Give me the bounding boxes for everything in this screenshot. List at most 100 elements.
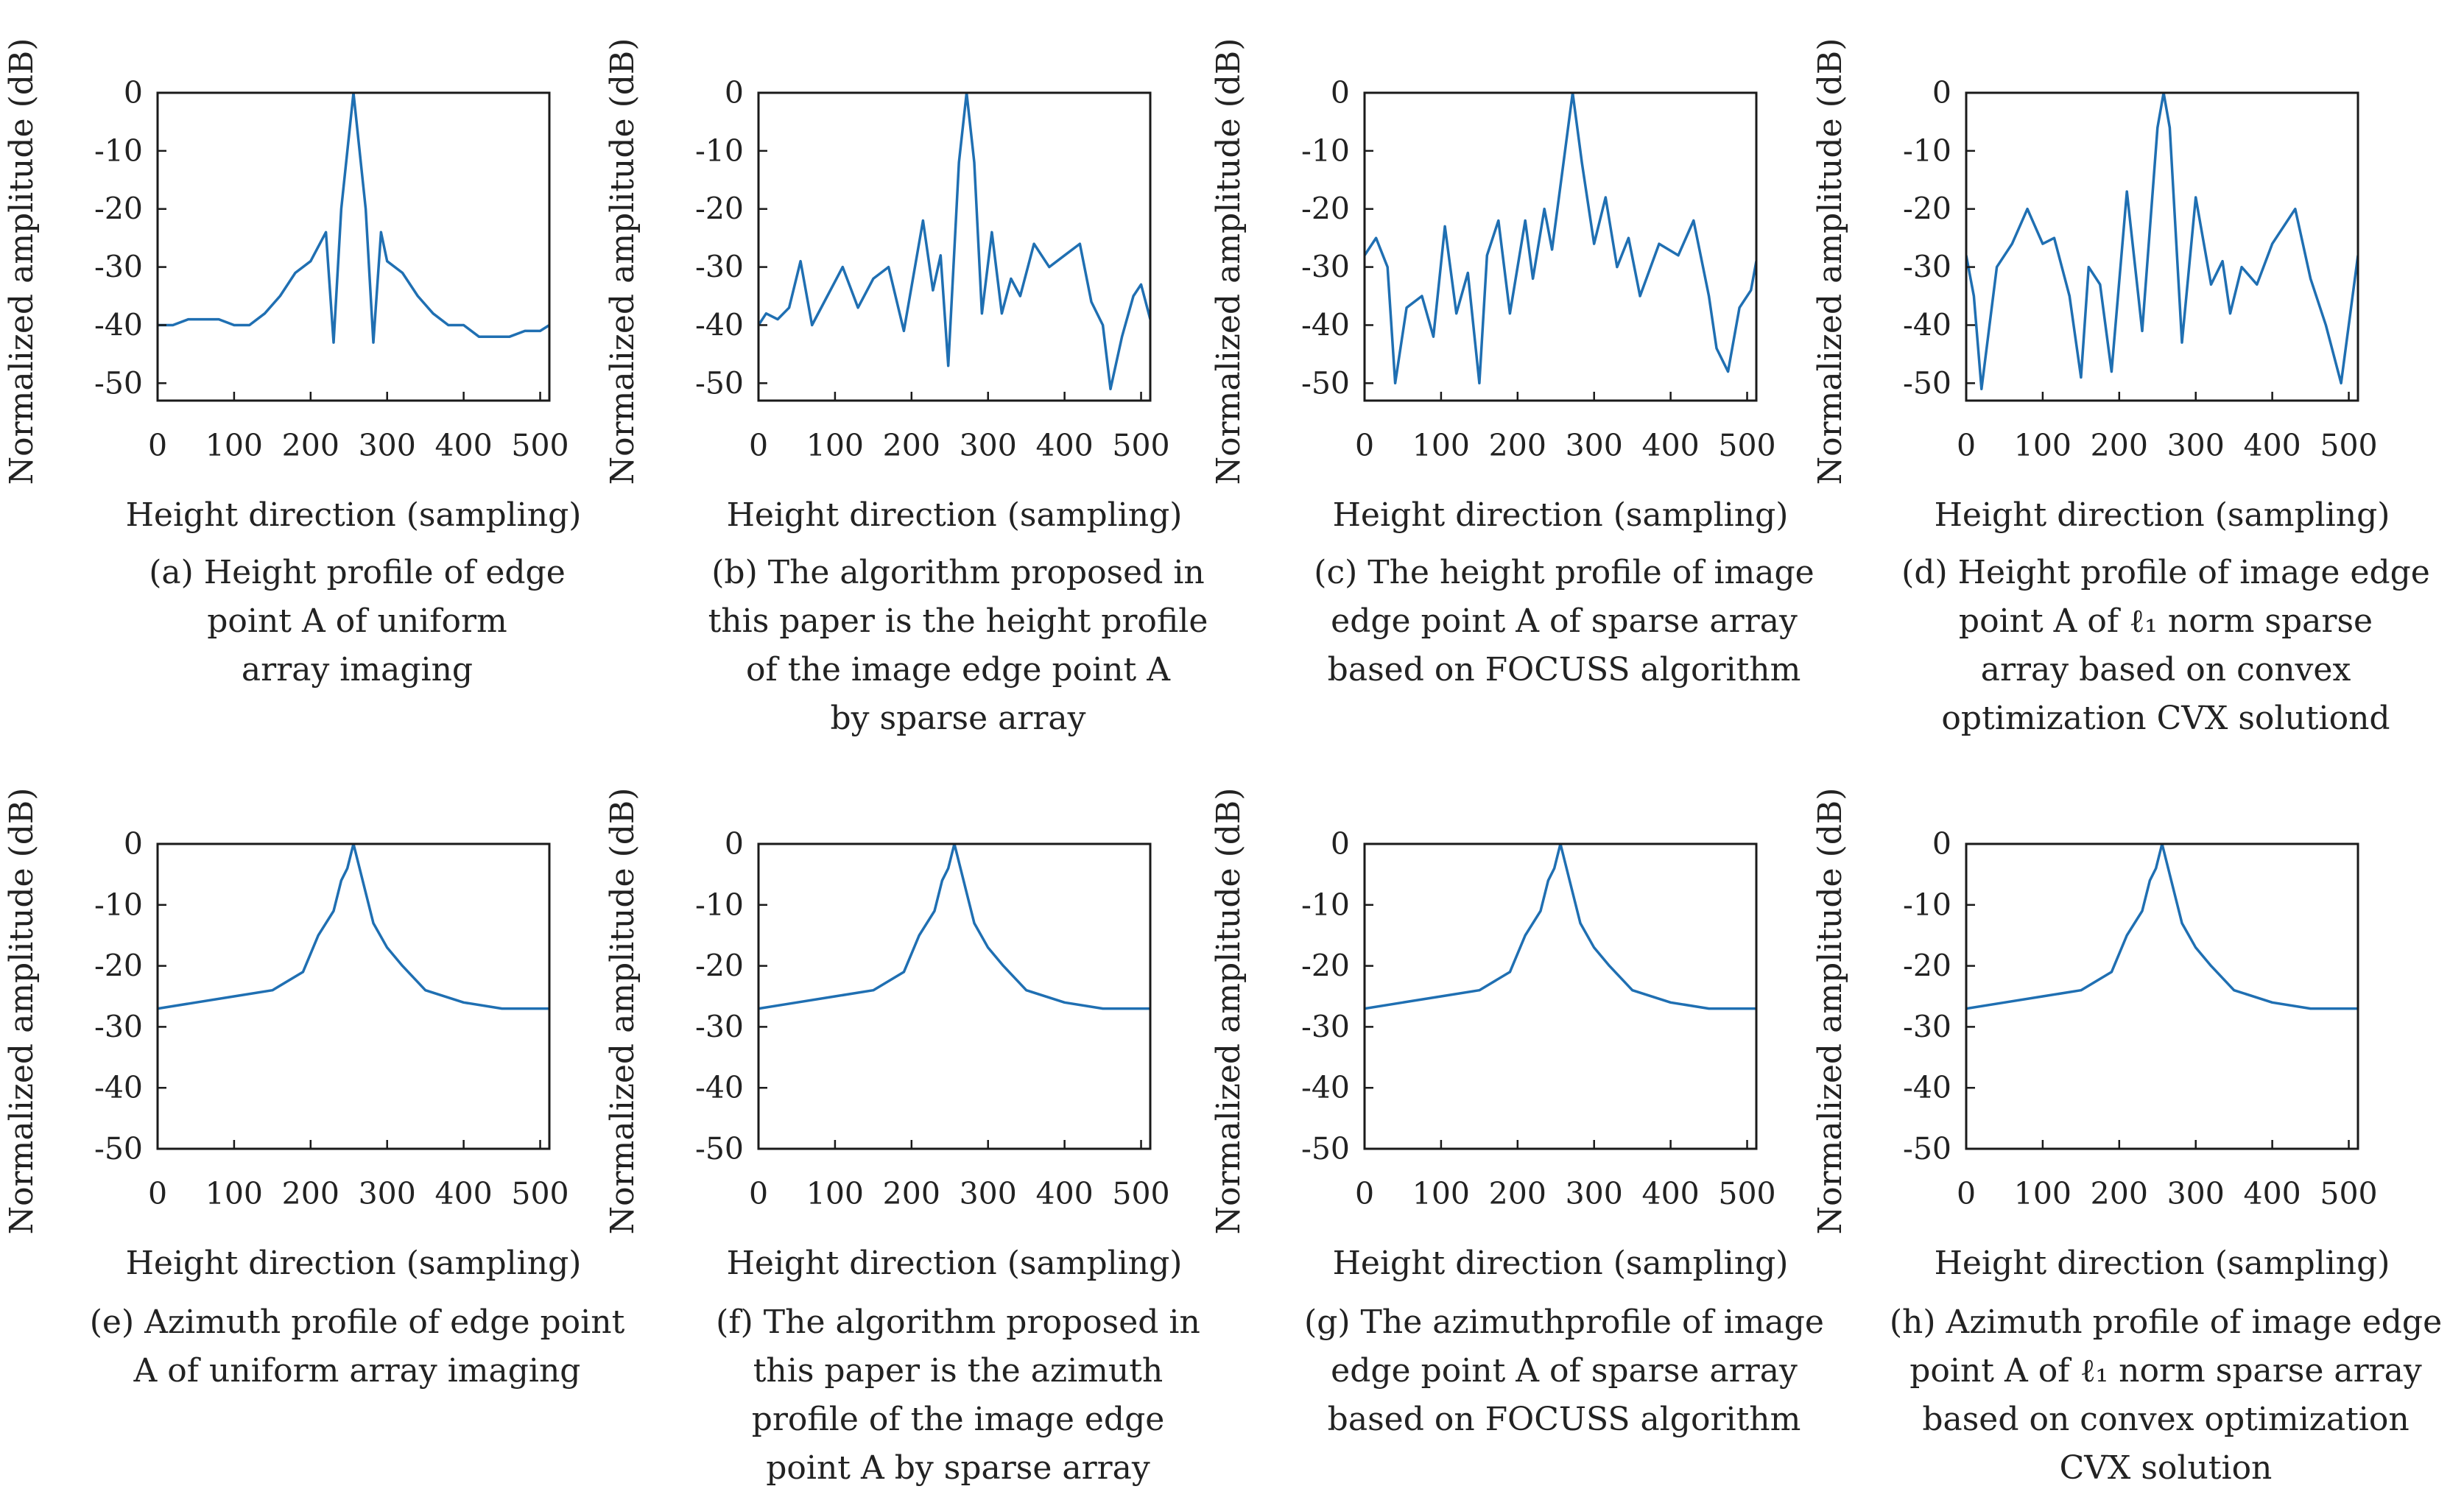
plot-frame-d [1965,91,2359,402]
x-tick-label-c-4: 400 [1641,428,1699,463]
x-tick-label-d-4: 400 [2243,428,2301,463]
x-tick-label-d-2: 200 [2091,428,2148,463]
y-tick-label-d-0: 0 [1932,75,1951,110]
y-tick-label-d-4: -40 [1903,307,1951,342]
x-tick-label-c-3: 300 [1566,428,1623,463]
y-tick-label-f-0: 0 [725,826,744,862]
caption-d-line-2: array based on convex [1981,651,2351,689]
y-axis-title-g: Normalized amplitude (dB) [1210,788,1247,1235]
caption-e-line-0: (e) Azimuth profile of edge point [90,1303,625,1341]
caption-f-line-2: profile of the image edge [752,1401,1165,1438]
x-tick-label-h-1: 100 [2014,1176,2071,1211]
chart-panel-d: 0 100 200 300 400 500 0 -10 -20 -30 -40 -50 Height d… [1812,38,2430,737]
chart-panel-e: 0 100 200 300 400 500 0 -10 -20 -30 -40 -50 Height d… [3,788,625,1390]
series-line-g [1365,844,1756,1010]
caption-b-line-3: by sparse array [830,700,1085,737]
y-axis-title-b: Normalized amplitude (dB) [604,38,641,485]
x-tick-label-g-5: 500 [1718,1176,1775,1211]
caption-a-line-2: array imaging [242,651,473,689]
x-tick-label-d-0: 0 [1957,428,1976,463]
x-tick-label-b-4: 400 [1035,428,1093,463]
y-tick-label-h-1: -10 [1903,887,1951,923]
caption-g-line-1: edge point A of sparse array [1331,1352,1798,1390]
x-tick-label-f-3: 300 [960,1176,1017,1211]
y-tick-label-f-1: -10 [695,887,744,923]
y-axis-title-a: Normalized amplitude (dB) [3,38,41,485]
x-tick-label-e-1: 100 [205,1176,263,1211]
x-tick-label-a-3: 300 [359,428,416,463]
x-axis-title-f: Height direction (sampling) [727,1245,1183,1282]
y-tick-label-d-5: -50 [1903,365,1951,401]
x-tick-label-f-4: 400 [1035,1176,1093,1211]
y-tick-label-d-2: -20 [1903,191,1951,227]
plot-frame-b [757,91,1152,402]
caption-d-line-0: (d) Height profile of image edge [1901,554,2430,591]
y-tick-label-a-3: -30 [94,250,143,285]
chart-panel-h: 0 100 200 300 400 500 0 -10 -20 -30 -40 -50 Height d… [1812,788,2442,1487]
y-tick-label-c-4: -40 [1301,307,1350,342]
y-tick-label-d-1: -10 [1903,133,1951,169]
plot-frame-c [1363,91,1758,402]
x-axis-title-e: Height direction (sampling) [126,1245,582,1282]
chart-panel-b: 0 100 200 300 400 500 0 -10 -20 -30 -40 -50 Height d… [604,38,1208,737]
y-axis-title-c: Normalized amplitude (dB) [1210,38,1247,485]
caption-e-line-1: A of uniform array imaging [133,1352,581,1390]
chart-panel-g: 0 100 200 300 400 500 0 -10 -20 -30 -40 -50 Height d… [1210,788,1824,1438]
caption-b-line-1: this paper is the height profile [708,602,1208,640]
y-tick-label-c-2: -20 [1301,191,1350,227]
caption-c-line-2: based on FOCUSS algorithm [1328,651,1801,689]
x-axis-title-a: Height direction (sampling) [126,496,582,534]
caption-b-line-2: of the image edge point A [746,651,1171,689]
x-tick-label-f-1: 100 [806,1176,864,1211]
plot-frame-a [156,91,551,402]
x-tick-label-e-2: 200 [282,1176,339,1211]
y-tick-label-e-2: -20 [94,948,143,984]
y-tick-label-c-5: -50 [1301,365,1350,401]
y-tick-label-f-4: -40 [695,1070,744,1105]
x-tick-label-g-3: 300 [1566,1176,1623,1211]
caption-h-line-1: point A of ℓ₁ norm sparse array [1909,1352,2422,1390]
caption-h-line-2: based on convex optimization [1922,1401,2409,1438]
x-tick-label-g-4: 400 [1641,1176,1699,1211]
x-tick-label-a-0: 0 [148,428,167,463]
y-tick-label-h-0: 0 [1932,826,1951,862]
x-axis-title-b: Height direction (sampling) [727,496,1183,534]
series-line-c [1365,93,1756,385]
x-axis-title-h: Height direction (sampling) [1935,1245,2390,1282]
x-tick-label-f-5: 500 [1112,1176,1169,1211]
x-tick-label-b-1: 100 [806,428,864,463]
y-tick-label-b-2: -20 [695,191,744,227]
x-tick-label-h-2: 200 [2091,1176,2148,1211]
x-tick-label-b-2: 200 [883,428,940,463]
x-tick-label-g-2: 200 [1489,1176,1546,1211]
x-tick-label-d-5: 500 [2320,428,2377,463]
y-tick-label-b-3: -30 [695,250,744,285]
x-tick-label-f-0: 0 [749,1176,768,1211]
caption-a-line-0: (a) Height profile of edge [149,554,566,591]
x-tick-label-c-1: 100 [1412,428,1470,463]
y-tick-label-b-4: -40 [695,307,744,342]
y-tick-label-e-0: 0 [124,826,143,862]
x-tick-label-e-3: 300 [359,1176,416,1211]
series-line-d [1966,93,2358,390]
y-tick-label-g-3: -30 [1301,1009,1350,1044]
y-tick-label-g-2: -20 [1301,948,1350,984]
plot-frame-f [757,842,1152,1150]
y-tick-label-f-2: -20 [695,948,744,984]
caption-c-line-0: (c) The height profile of image [1314,554,1814,591]
y-tick-label-b-0: 0 [725,75,744,110]
x-axis-title-d: Height direction (sampling) [1935,496,2390,534]
caption-f-line-0: (f) The algorithm proposed in [716,1303,1200,1341]
y-tick-label-g-1: -10 [1301,887,1350,923]
x-tick-label-d-3: 300 [2167,428,2225,463]
series-line-a [158,93,549,344]
x-tick-label-h-5: 500 [2320,1176,2377,1211]
plot-frame-e [156,842,551,1150]
y-tick-label-a-1: -10 [94,133,143,169]
x-axis-title-c: Height direction (sampling) [1333,496,1789,534]
x-tick-label-a-1: 100 [205,428,263,463]
y-tick-label-a-5: -50 [94,365,143,401]
y-tick-label-f-5: -50 [695,1131,744,1166]
caption-c-line-1: edge point A of sparse array [1331,602,1798,640]
x-tick-label-e-0: 0 [148,1176,167,1211]
